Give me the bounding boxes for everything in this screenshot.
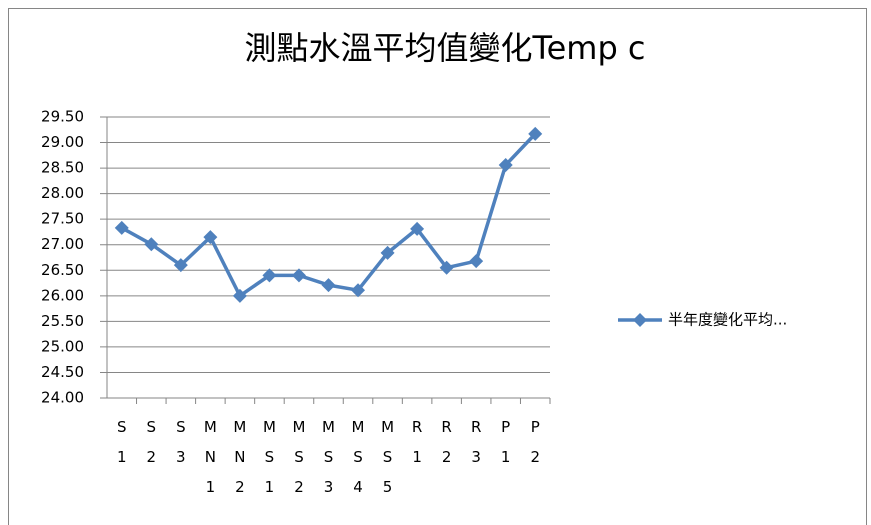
point-marker [380,245,395,260]
y-tick-label: 28.50 [41,159,84,177]
y-tick-label: 24.50 [41,363,84,381]
point-marker [173,258,188,273]
point-marker [262,268,277,283]
chart-title: 測點水溫平均值變化Temp c [244,29,645,67]
y-tick-label: 29.50 [41,108,84,126]
y-tick-label: 26.50 [41,261,84,279]
y-tick-label: 27.00 [41,235,84,253]
y-tick-label: 25.00 [41,337,84,355]
legend-marker [633,313,647,327]
point-marker [439,260,454,275]
point-marker [498,158,513,173]
y-tick-label: 28.00 [41,184,84,202]
chart-frame [8,8,867,525]
legend-label: 半年度變化平均... [668,311,787,329]
point-marker [114,220,129,235]
point-marker [469,254,484,269]
point-marker [528,126,543,141]
point-marker [291,268,306,283]
point-marker [144,237,159,252]
y-tick-label: 27.50 [41,210,84,228]
point-marker [410,221,425,236]
y-tick-label: 25.50 [41,312,84,330]
y-tick-label: 26.00 [41,286,84,304]
y-tick-label: 29.00 [41,133,84,151]
point-marker [232,288,247,303]
point-marker [321,278,336,293]
point-marker [351,283,366,298]
point-marker [203,230,218,245]
y-tick-label: 24.00 [41,389,84,407]
